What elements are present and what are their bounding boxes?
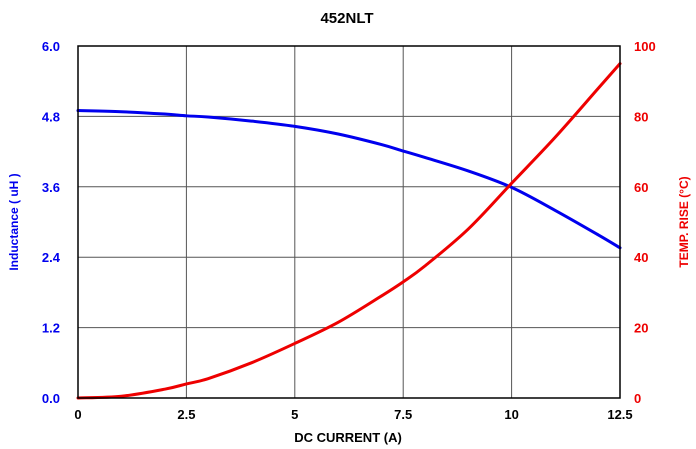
x-tick-label: 10 [504, 407, 518, 422]
left-y-axis-label: Inductance ( uH ) [7, 173, 21, 270]
x-axis-label: DC CURRENT (A) [294, 430, 402, 445]
right-y-tick-label: 0 [634, 391, 641, 406]
right-y-axis-label: TEMP. RISE (°C) [677, 176, 691, 267]
left-y-tick-label: 1.2 [42, 321, 60, 336]
x-tick-labels: 0 2.5 5 7.5 10 12.5 [74, 407, 632, 422]
right-y-tick-labels: 0 20 40 60 80 100 [634, 39, 656, 406]
right-y-tick-label: 100 [634, 39, 656, 54]
plot-frame [77, 45, 621, 399]
right-y-tick-label: 20 [634, 321, 648, 336]
x-tick-label: 0 [74, 407, 81, 422]
left-y-tick-label: 2.4 [42, 250, 61, 265]
series-layer [76, 62, 622, 400]
chart-title: 452NLT [320, 10, 373, 27]
inductance-series-line [76, 109, 622, 250]
right-y-tick-label: 40 [634, 250, 648, 265]
left-y-tick-label: 4.8 [42, 109, 60, 124]
x-tick-label: 2.5 [177, 407, 195, 422]
x-tick-label: 5 [291, 407, 298, 422]
right-y-tick-label: 80 [634, 109, 648, 124]
x-tick-label: 7.5 [394, 407, 412, 422]
right-y-tick-label: 60 [634, 180, 648, 195]
left-y-tick-labels: 0.0 1.2 2.4 3.6 4.8 6.0 [42, 39, 61, 406]
left-y-tick-label: 3.6 [42, 180, 60, 195]
x-tick-label: 12.5 [607, 407, 632, 422]
left-y-tick-label: 0.0 [42, 391, 60, 406]
grid [78, 46, 620, 398]
temp-rise-series-line [76, 62, 622, 400]
left-y-tick-label: 6.0 [42, 39, 60, 54]
